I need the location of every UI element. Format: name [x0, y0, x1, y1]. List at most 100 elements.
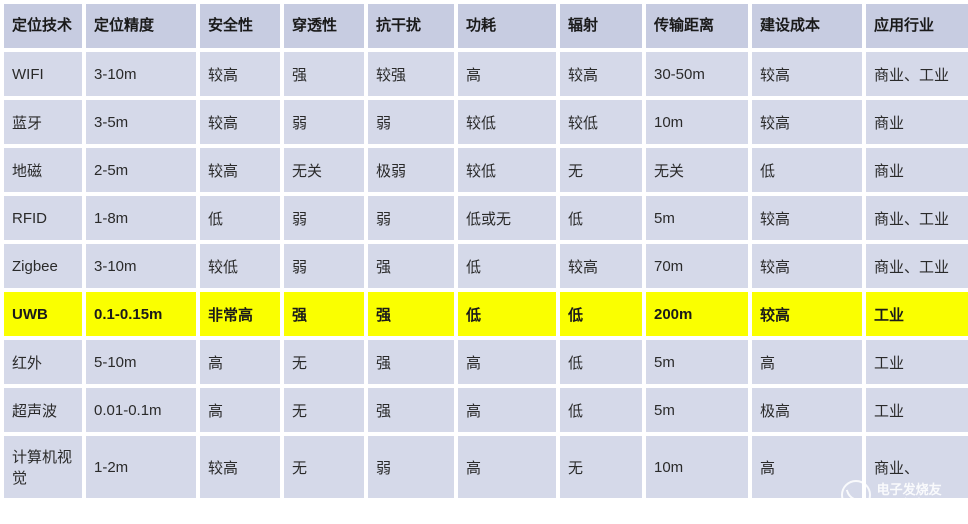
- table-cell: 强: [368, 292, 454, 336]
- table-cell: RFID: [4, 196, 82, 240]
- table-cell: 较低: [560, 100, 642, 144]
- table-cell: 地磁: [4, 148, 82, 192]
- table-cell: 强: [284, 52, 364, 96]
- comparison-table: 定位技术 定位精度 安全性 穿透性 抗干扰 功耗 辐射 传输距离 建设成本 应用…: [0, 0, 968, 502]
- table-cell: 10m: [646, 100, 748, 144]
- table-row: 地磁2-5m较高无关极弱较低无无关低商业: [4, 148, 968, 192]
- table-cell: 5m: [646, 388, 748, 432]
- table-header-row: 定位技术 定位精度 安全性 穿透性 抗干扰 功耗 辐射 传输距离 建设成本 应用…: [4, 4, 968, 48]
- table-cell: 商业、: [866, 436, 968, 498]
- table-cell: 极弱: [368, 148, 454, 192]
- table-cell: 5m: [646, 340, 748, 384]
- col-header: 定位技术: [4, 4, 82, 48]
- table-cell: 强: [368, 340, 454, 384]
- table-row: RFID1-8m低弱弱低或无低5m较高商业、工业: [4, 196, 968, 240]
- table-cell: 低: [200, 196, 280, 240]
- col-header: 抗干扰: [368, 4, 454, 48]
- table-cell: 无关: [284, 148, 364, 192]
- table-cell: 工业: [866, 388, 968, 432]
- table-cell: 较高: [752, 100, 862, 144]
- table-cell: 2-5m: [86, 148, 196, 192]
- table-row: 超声波0.01-0.1m高无强高低5m极高工业: [4, 388, 968, 432]
- table-row: Zigbee3-10m较低弱强低较高70m较高商业、工业: [4, 244, 968, 288]
- table-cell: 较高: [752, 244, 862, 288]
- table-cell: 低: [458, 292, 556, 336]
- table-cell: 较低: [200, 244, 280, 288]
- table-cell: 弱: [368, 436, 454, 498]
- table-cell: 高: [458, 340, 556, 384]
- table-cell: 商业: [866, 100, 968, 144]
- table-cell: 强: [368, 388, 454, 432]
- col-header: 安全性: [200, 4, 280, 48]
- table-row: UWB0.1-0.15m非常高强强低低200m较高工业: [4, 292, 968, 336]
- table-cell: 商业: [866, 148, 968, 192]
- table-row: 红外5-10m高无强高低5m高工业: [4, 340, 968, 384]
- table-cell: UWB: [4, 292, 82, 336]
- table-cell: 商业、工业: [866, 244, 968, 288]
- table-cell: 1-2m: [86, 436, 196, 498]
- table-cell: 无: [284, 340, 364, 384]
- table-cell: 5-10m: [86, 340, 196, 384]
- table-cell: 低: [560, 388, 642, 432]
- col-header: 应用行业: [866, 4, 968, 48]
- table-cell: 商业、工业: [866, 196, 968, 240]
- table-row: 计算机视觉1-2m较高无弱高无10m高商业、: [4, 436, 968, 498]
- table-cell: 工业: [866, 292, 968, 336]
- table-cell: 高: [752, 436, 862, 498]
- table-cell: 强: [368, 244, 454, 288]
- table-cell: 5m: [646, 196, 748, 240]
- table-cell: 较高: [752, 52, 862, 96]
- table-cell: 3-10m: [86, 244, 196, 288]
- table-row: 蓝牙3-5m较高弱弱较低较低10m较高商业: [4, 100, 968, 144]
- table-body: WIFI3-10m较高强较强高较高30-50m较高商业、工业蓝牙3-5m较高弱弱…: [4, 52, 968, 498]
- table-cell: 30-50m: [646, 52, 748, 96]
- table-cell: 较强: [368, 52, 454, 96]
- table-cell: 较高: [752, 196, 862, 240]
- table-cell: 强: [284, 292, 364, 336]
- table-cell: 高: [200, 340, 280, 384]
- table-cell: 较高: [560, 52, 642, 96]
- col-header: 穿透性: [284, 4, 364, 48]
- table-cell: 70m: [646, 244, 748, 288]
- table-cell: 弱: [284, 100, 364, 144]
- table-cell: 红外: [4, 340, 82, 384]
- table-cell: 高: [458, 388, 556, 432]
- table-cell: 低: [752, 148, 862, 192]
- table-cell: 较低: [458, 100, 556, 144]
- table-cell: 极高: [752, 388, 862, 432]
- col-header: 传输距离: [646, 4, 748, 48]
- table-cell: 蓝牙: [4, 100, 82, 144]
- table-cell: 无: [560, 436, 642, 498]
- table-cell: 弱: [368, 196, 454, 240]
- table-cell: 较高: [560, 244, 642, 288]
- table-cell: 较高: [200, 436, 280, 498]
- col-header: 功耗: [458, 4, 556, 48]
- table-cell: 无: [284, 388, 364, 432]
- table-cell: 非常高: [200, 292, 280, 336]
- table-row: WIFI3-10m较高强较强高较高30-50m较高商业、工业: [4, 52, 968, 96]
- table-cell: 高: [200, 388, 280, 432]
- table-cell: Zigbee: [4, 244, 82, 288]
- table-cell: 较高: [200, 52, 280, 96]
- table-cell: 高: [458, 436, 556, 498]
- table-cell: 无关: [646, 148, 748, 192]
- table-cell: 3-10m: [86, 52, 196, 96]
- table-cell: 0.1-0.15m: [86, 292, 196, 336]
- col-header: 辐射: [560, 4, 642, 48]
- table-cell: 低: [560, 292, 642, 336]
- table-cell: WIFI: [4, 52, 82, 96]
- table-cell: 工业: [866, 340, 968, 384]
- table-cell: 低: [560, 196, 642, 240]
- table-cell: 弱: [368, 100, 454, 144]
- table-cell: 低: [560, 340, 642, 384]
- table-cell: 200m: [646, 292, 748, 336]
- col-header: 定位精度: [86, 4, 196, 48]
- table-cell: 较低: [458, 148, 556, 192]
- table-cell: 商业、工业: [866, 52, 968, 96]
- col-header: 建设成本: [752, 4, 862, 48]
- table-cell: 弱: [284, 196, 364, 240]
- table-cell: 0.01-0.1m: [86, 388, 196, 432]
- table-cell: 1-8m: [86, 196, 196, 240]
- table-cell: 计算机视觉: [4, 436, 82, 498]
- table-cell: 较高: [200, 100, 280, 144]
